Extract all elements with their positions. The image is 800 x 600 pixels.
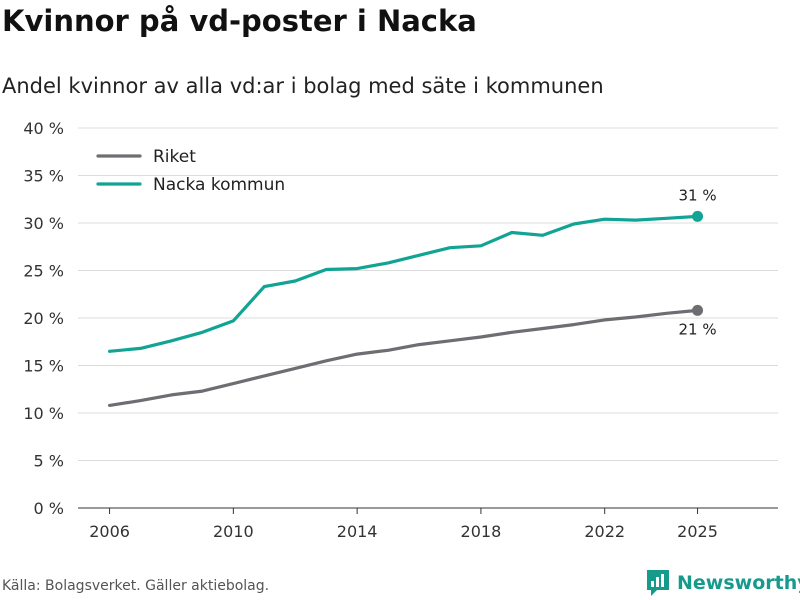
y-tick-label: 35 % <box>23 167 64 186</box>
x-tick-label: 2025 <box>677 522 718 541</box>
series-line-riket <box>107 308 700 407</box>
newsworthy-logo-text: Newsworthy <box>677 572 800 594</box>
x-tick-label: 2014 <box>337 522 378 541</box>
line-chart: 0 % 5 % 10 % 15 % 20 % 25 % 30 % 35 % 40 % 2006 20… <box>23 119 778 541</box>
newsworthy-logo: Newsworthy <box>645 568 800 598</box>
y-tick-label: 30 % <box>23 214 64 233</box>
chart-subtitle: Andel kvinnor av alla vd:ar i bolag med … <box>2 74 604 98</box>
y-tick-label: 40 % <box>23 119 64 138</box>
legend-label: Nacka kommun <box>153 175 285 195</box>
end-label-riket: 21 % <box>678 320 716 338</box>
y-tick-label: 15 % <box>23 357 64 376</box>
x-tick-label: 2022 <box>584 522 625 541</box>
legend-label: Riket <box>153 147 196 167</box>
x-tick-label: 2018 <box>461 522 502 541</box>
series-line-nacka-kommun <box>107 214 700 353</box>
end-label-nacka-kommun: 31 % <box>678 186 716 204</box>
newsworthy-logo-icon <box>647 570 669 596</box>
y-tick-label: 25 % <box>23 262 64 281</box>
x-tick-label: 2010 <box>213 522 254 541</box>
y-tick-label: 20 % <box>23 309 64 328</box>
y-tick-label: 0 % <box>34 499 64 518</box>
chart-title: Kvinnor på vd-poster i Nacka <box>2 4 477 38</box>
x-tick-label: 2006 <box>89 522 130 541</box>
end-point-nacka-kommun <box>692 210 704 222</box>
source-note: Källa: Bolagsverket. Gäller aktiebolag. <box>2 578 270 594</box>
y-tick-label: 5 % <box>34 452 64 471</box>
y-tick-label: 10 % <box>23 404 64 423</box>
end-point-riket <box>692 304 704 316</box>
